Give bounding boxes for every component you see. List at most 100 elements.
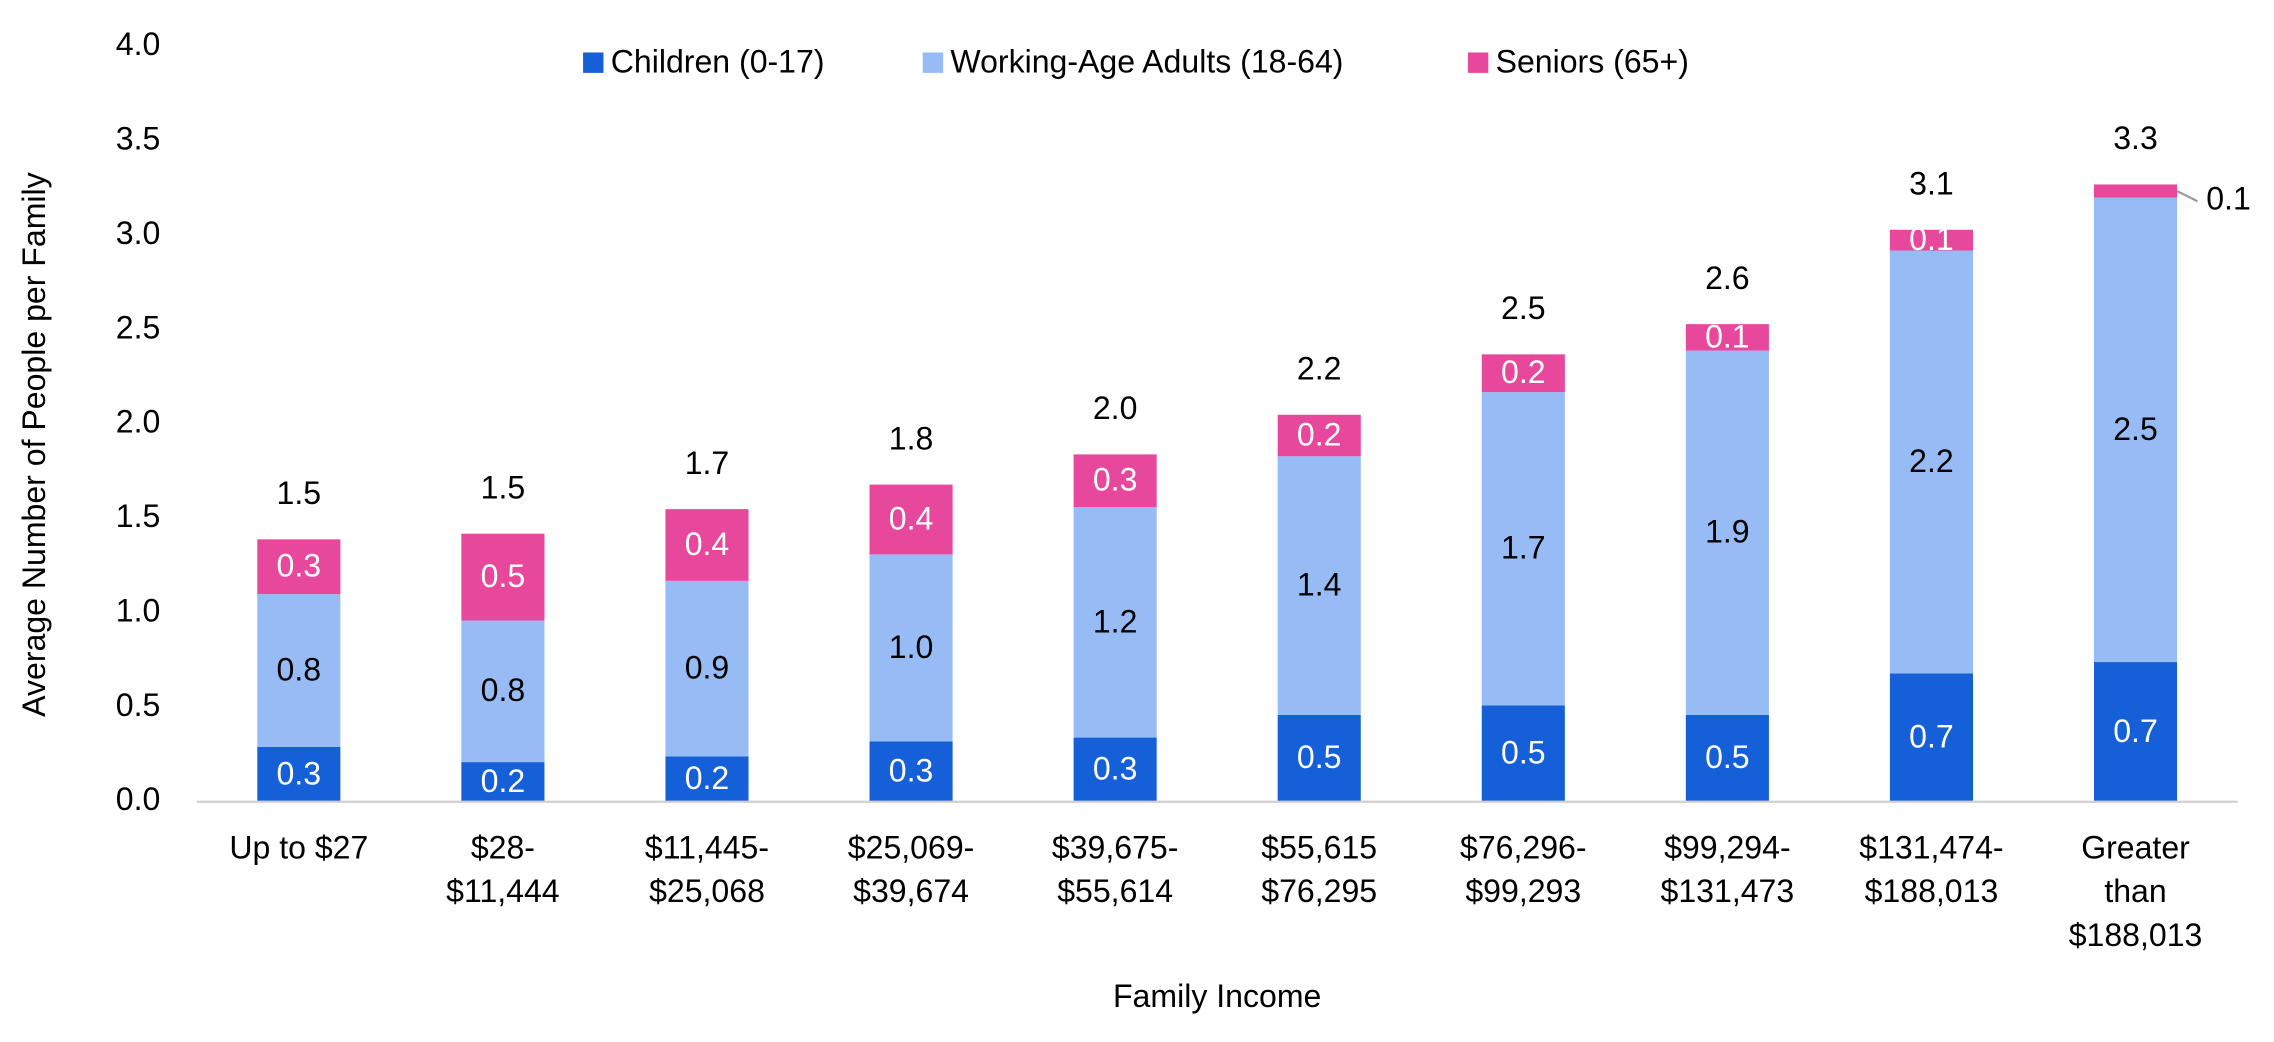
value-label: 1.2: [1093, 603, 1138, 639]
y-tick-label: 0.0: [116, 781, 161, 817]
leader-line: [2176, 190, 2198, 203]
x-tick-label: $76,296-: [1460, 829, 1587, 865]
value-label: 0.4: [889, 500, 934, 536]
bar-segment: [665, 756, 749, 802]
x-tick-label: $131,473: [1661, 873, 1795, 909]
x-tick-label: $28-: [471, 829, 535, 865]
y-tick-label: 2.5: [116, 309, 161, 345]
value-label: 1.0: [889, 629, 934, 665]
bar-segment: [1073, 737, 1157, 802]
value-label: 0.3: [889, 752, 934, 788]
bar-segment: [1277, 414, 1361, 457]
y-tick-label: 3.0: [116, 215, 161, 251]
total-label: 3.3: [2113, 120, 2158, 156]
bar-segment: [1889, 250, 1973, 674]
legend-label: Working-Age Adults (18-64): [950, 44, 1343, 80]
value-label: 1.7: [1501, 530, 1546, 566]
total-label: 1.5: [277, 475, 322, 511]
value-label: 0.2: [1297, 416, 1342, 452]
bar-segment: [1481, 392, 1565, 706]
bar-segment: [869, 484, 953, 555]
bar-segment: [1073, 507, 1157, 738]
total-label: 1.7: [685, 445, 730, 481]
value-label: 2.5: [2113, 411, 2158, 447]
y-tick-label: 1.0: [116, 592, 161, 628]
bar-segment: [1889, 673, 1973, 802]
value-label: 0.7: [2113, 713, 2158, 749]
value-label: 0.7: [1909, 718, 1954, 754]
bar-segment: [1277, 456, 1361, 715]
bar-segment: [1073, 454, 1157, 508]
total-label: 2.5: [1501, 290, 1546, 326]
x-tick-label: $25,068: [649, 873, 765, 909]
total-label: 1.8: [889, 420, 934, 456]
y-tick-label: 2.0: [116, 404, 161, 440]
total-label: 2.0: [1093, 390, 1138, 426]
bar-segment: [2093, 184, 2178, 198]
x-tick-label: $11,445-: [645, 829, 769, 865]
bar-segment: [257, 539, 341, 595]
bar-segment: [665, 509, 749, 581]
x-tick-label: $188,013: [2069, 917, 2203, 953]
value-label: 0.5: [481, 558, 526, 594]
value-label: 0.2: [1501, 354, 1546, 390]
x-tick-label: $55,615: [1261, 829, 1377, 865]
value-label: 0.3: [1093, 751, 1138, 787]
value-label: 0.5: [1297, 739, 1342, 775]
bar-segment: [257, 594, 341, 747]
value-label: 0.4: [685, 526, 730, 562]
bar-segment: [461, 533, 545, 621]
y-tick-label: 0.5: [116, 687, 161, 723]
legend-label: Seniors (65+): [1496, 44, 1689, 80]
legend-swatch: [583, 52, 604, 73]
value-label: 0.3: [1093, 462, 1138, 498]
value-label: 0.5: [1501, 735, 1546, 771]
x-tick-label: Greater: [2081, 829, 2190, 865]
x-tick-label: $76,295: [1261, 873, 1377, 909]
value-label: 1.9: [1705, 514, 1750, 550]
x-tick-label: $39,674: [853, 873, 969, 909]
y-axis-title: Average Number of People per Family: [16, 172, 52, 716]
x-tick-label: than: [2104, 873, 2166, 909]
bar-segment: [1685, 714, 1769, 802]
x-tick-label: $55,614: [1057, 873, 1173, 909]
legend-swatch: [1467, 52, 1489, 73]
y-tick-label: 3.5: [116, 121, 161, 157]
bar-segment: [461, 620, 545, 763]
total-label: 2.2: [1297, 350, 1342, 386]
legend-swatch: [922, 52, 944, 73]
bar-segment: [2093, 662, 2178, 802]
value-label: 0.2: [685, 760, 730, 796]
bar-segment: [1685, 350, 1769, 715]
bar-segment: [1685, 324, 1769, 351]
bar-segment: [869, 554, 953, 742]
x-tick-label: $39,675-: [1052, 829, 1179, 865]
y-tick-label: 1.5: [116, 498, 161, 534]
value-label: 0.8: [277, 651, 322, 687]
total-label: 2.6: [1705, 260, 1750, 296]
value-label: 0.1: [1705, 318, 1750, 354]
total-label: 1.5: [481, 469, 526, 505]
value-label: 0.1: [1909, 221, 1954, 257]
x-tick-label: $99,293: [1465, 873, 1581, 909]
plot: Family Income Average Number of People p…: [16, 26, 2251, 1014]
x-tick-label: $99,294-: [1664, 829, 1791, 865]
total-label: 3.1: [1909, 165, 1954, 201]
y-tick-label: 4.0: [116, 26, 161, 62]
x-tick-label: $11,444: [446, 873, 559, 909]
bar-segment: [257, 746, 341, 802]
value-label: 1.4: [1297, 567, 1342, 603]
x-tick-label: $188,013: [1865, 873, 1999, 909]
bar-segment: [2093, 197, 2178, 663]
value-label: 2.2: [1909, 443, 1954, 479]
x-axis-title: Family Income: [1113, 978, 1321, 1014]
value-label: 0.9: [685, 650, 730, 686]
bar-segment: [869, 741, 953, 802]
bar-segment: [1277, 714, 1361, 802]
bar-segment: [1481, 354, 1565, 393]
bar-segment: [1481, 705, 1565, 802]
value-label: 0.3: [277, 755, 322, 791]
value-label: 0.8: [481, 672, 526, 708]
x-tick-label: $131,474-: [1859, 829, 2003, 865]
